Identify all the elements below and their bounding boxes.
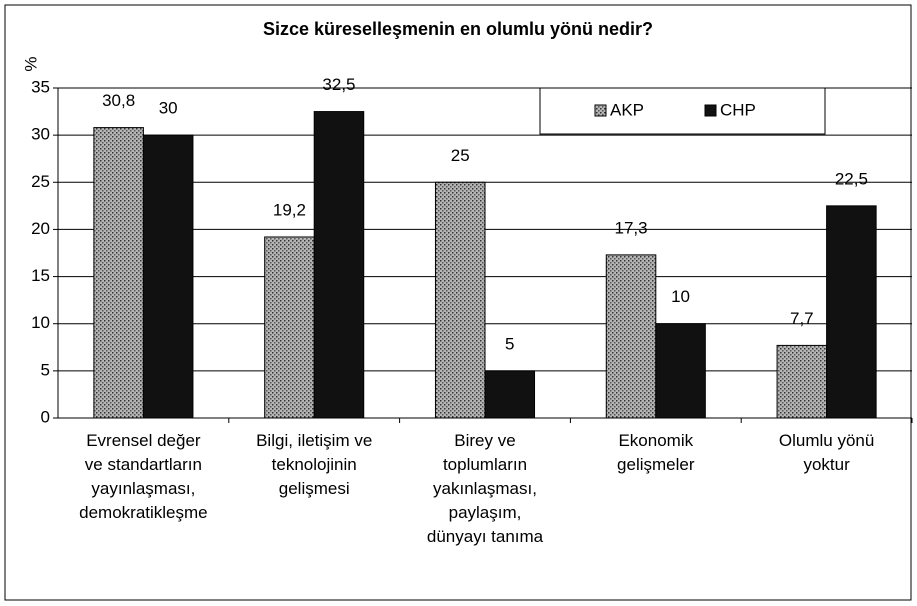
- value-label: 32,5: [322, 75, 355, 94]
- legend-swatch: [594, 104, 607, 117]
- legend-box: [539, 87, 826, 135]
- bar: [313, 111, 365, 419]
- y-tick-label: 35: [31, 77, 50, 96]
- value-label: 7,7: [790, 309, 814, 328]
- value-label: 22,5: [835, 169, 868, 188]
- y-tick-label: 30: [31, 125, 50, 144]
- chart-frame: [4, 4, 912, 601]
- bar: [826, 205, 877, 419]
- legend-swatch: [704, 104, 717, 117]
- y-tick-label: 15: [31, 266, 50, 285]
- x-tick-label: Bilgi, iletişim ve teknolojinin gelişmesi: [256, 431, 372, 498]
- y-tick-label: 5: [41, 360, 50, 379]
- bar: [776, 344, 828, 419]
- x-tick-label: Olumlu yönü yoktur: [779, 431, 874, 474]
- bar: [93, 127, 144, 419]
- bar: [142, 134, 194, 419]
- value-label: 10: [671, 287, 690, 306]
- x-tick-label: Birey ve toplumların yakınlaşması, paylaşım…: [427, 431, 544, 546]
- bar: [264, 236, 315, 419]
- y-tick-label: 10: [31, 313, 50, 332]
- value-label: 17,3: [614, 218, 647, 237]
- value-label: 5: [505, 334, 514, 353]
- value-label: 30,8: [102, 91, 135, 110]
- value-label: 19,2: [273, 200, 306, 219]
- legend-label: CHP: [720, 100, 756, 119]
- y-tick-label: 25: [31, 172, 50, 191]
- bar: [655, 323, 706, 419]
- bar: [605, 254, 657, 419]
- chart-title: Sizce küreselleşmenin en olumlu yönü ned…: [263, 19, 653, 39]
- y-tick-label: 20: [31, 219, 50, 238]
- y-axis-label: %: [21, 56, 40, 71]
- x-tick-label: Ekonomik gelişmeler: [617, 431, 695, 474]
- x-tick-label: Evrensel değer ve standartların yayınlaşma…: [79, 431, 208, 522]
- value-label: 30: [159, 99, 178, 118]
- y-tick-label: 0: [41, 407, 50, 426]
- value-label: 25: [451, 146, 470, 165]
- bar: [434, 181, 486, 419]
- bar: [484, 370, 536, 419]
- legend-label: AKP: [610, 100, 644, 119]
